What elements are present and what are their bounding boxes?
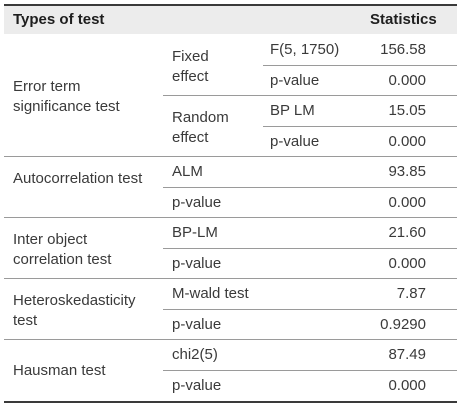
row-stat: ALM bbox=[172, 163, 203, 180]
row-divider bbox=[163, 370, 457, 371]
row-value: 0.000 bbox=[388, 133, 426, 150]
subgroup-label-random-effect: Random effect bbox=[172, 109, 229, 146]
row-value: 156.58 bbox=[380, 41, 426, 58]
row-value: 21.60 bbox=[388, 224, 426, 241]
group-divider bbox=[4, 217, 457, 218]
row-divider bbox=[263, 126, 457, 127]
group-label-inter-object: Inter object correlation test bbox=[13, 231, 112, 268]
group-label-autocorrelation: Autocorrelation test bbox=[13, 170, 143, 187]
row-value: 7.87 bbox=[396, 285, 426, 302]
row-stat: p-value bbox=[270, 72, 320, 89]
row-value: 0.000 bbox=[388, 194, 426, 211]
row-value: 0.000 bbox=[388, 377, 426, 394]
group-label-hausman: Hausman test bbox=[13, 362, 106, 379]
table-bottom-rule bbox=[4, 401, 457, 403]
row-stat: chi2(5) bbox=[172, 346, 218, 363]
row-value: 0.000 bbox=[388, 255, 426, 272]
group-divider bbox=[4, 339, 457, 340]
group-label-error-term: Error term significance test bbox=[13, 78, 120, 115]
group-divider bbox=[4, 156, 457, 157]
row-stat: p-value bbox=[172, 377, 222, 394]
group-label-heteroskedasticity: Heteroskedasticity test bbox=[13, 292, 136, 329]
subgroup-label-fixed-effect: Fixed effect bbox=[172, 48, 209, 85]
row-divider bbox=[163, 309, 457, 310]
row-value: 87.49 bbox=[388, 346, 426, 363]
row-divider bbox=[163, 187, 457, 188]
row-value: 93.85 bbox=[388, 163, 426, 180]
row-stat: p-value bbox=[172, 316, 222, 333]
row-stat: p-value bbox=[270, 133, 320, 150]
row-stat: p-value bbox=[172, 255, 222, 272]
row-divider bbox=[263, 65, 457, 66]
row-stat: BP-LM bbox=[172, 224, 218, 241]
row-stat: BP LM bbox=[270, 102, 315, 119]
row-divider bbox=[163, 248, 457, 249]
row-stat: M-wald test bbox=[172, 285, 249, 302]
row-value: 0.9290 bbox=[380, 316, 426, 333]
table-header: Types of test Statistics bbox=[4, 4, 457, 34]
group-divider bbox=[4, 278, 457, 279]
row-divider bbox=[163, 95, 457, 96]
header-types-of-test: Types of test bbox=[13, 11, 105, 28]
header-statistics: Statistics bbox=[370, 11, 437, 28]
row-value: 0.000 bbox=[388, 72, 426, 89]
row-stat: F(5, 1750) bbox=[270, 41, 340, 58]
row-value: 15.05 bbox=[388, 102, 426, 119]
row-stat: p-value bbox=[172, 194, 222, 211]
